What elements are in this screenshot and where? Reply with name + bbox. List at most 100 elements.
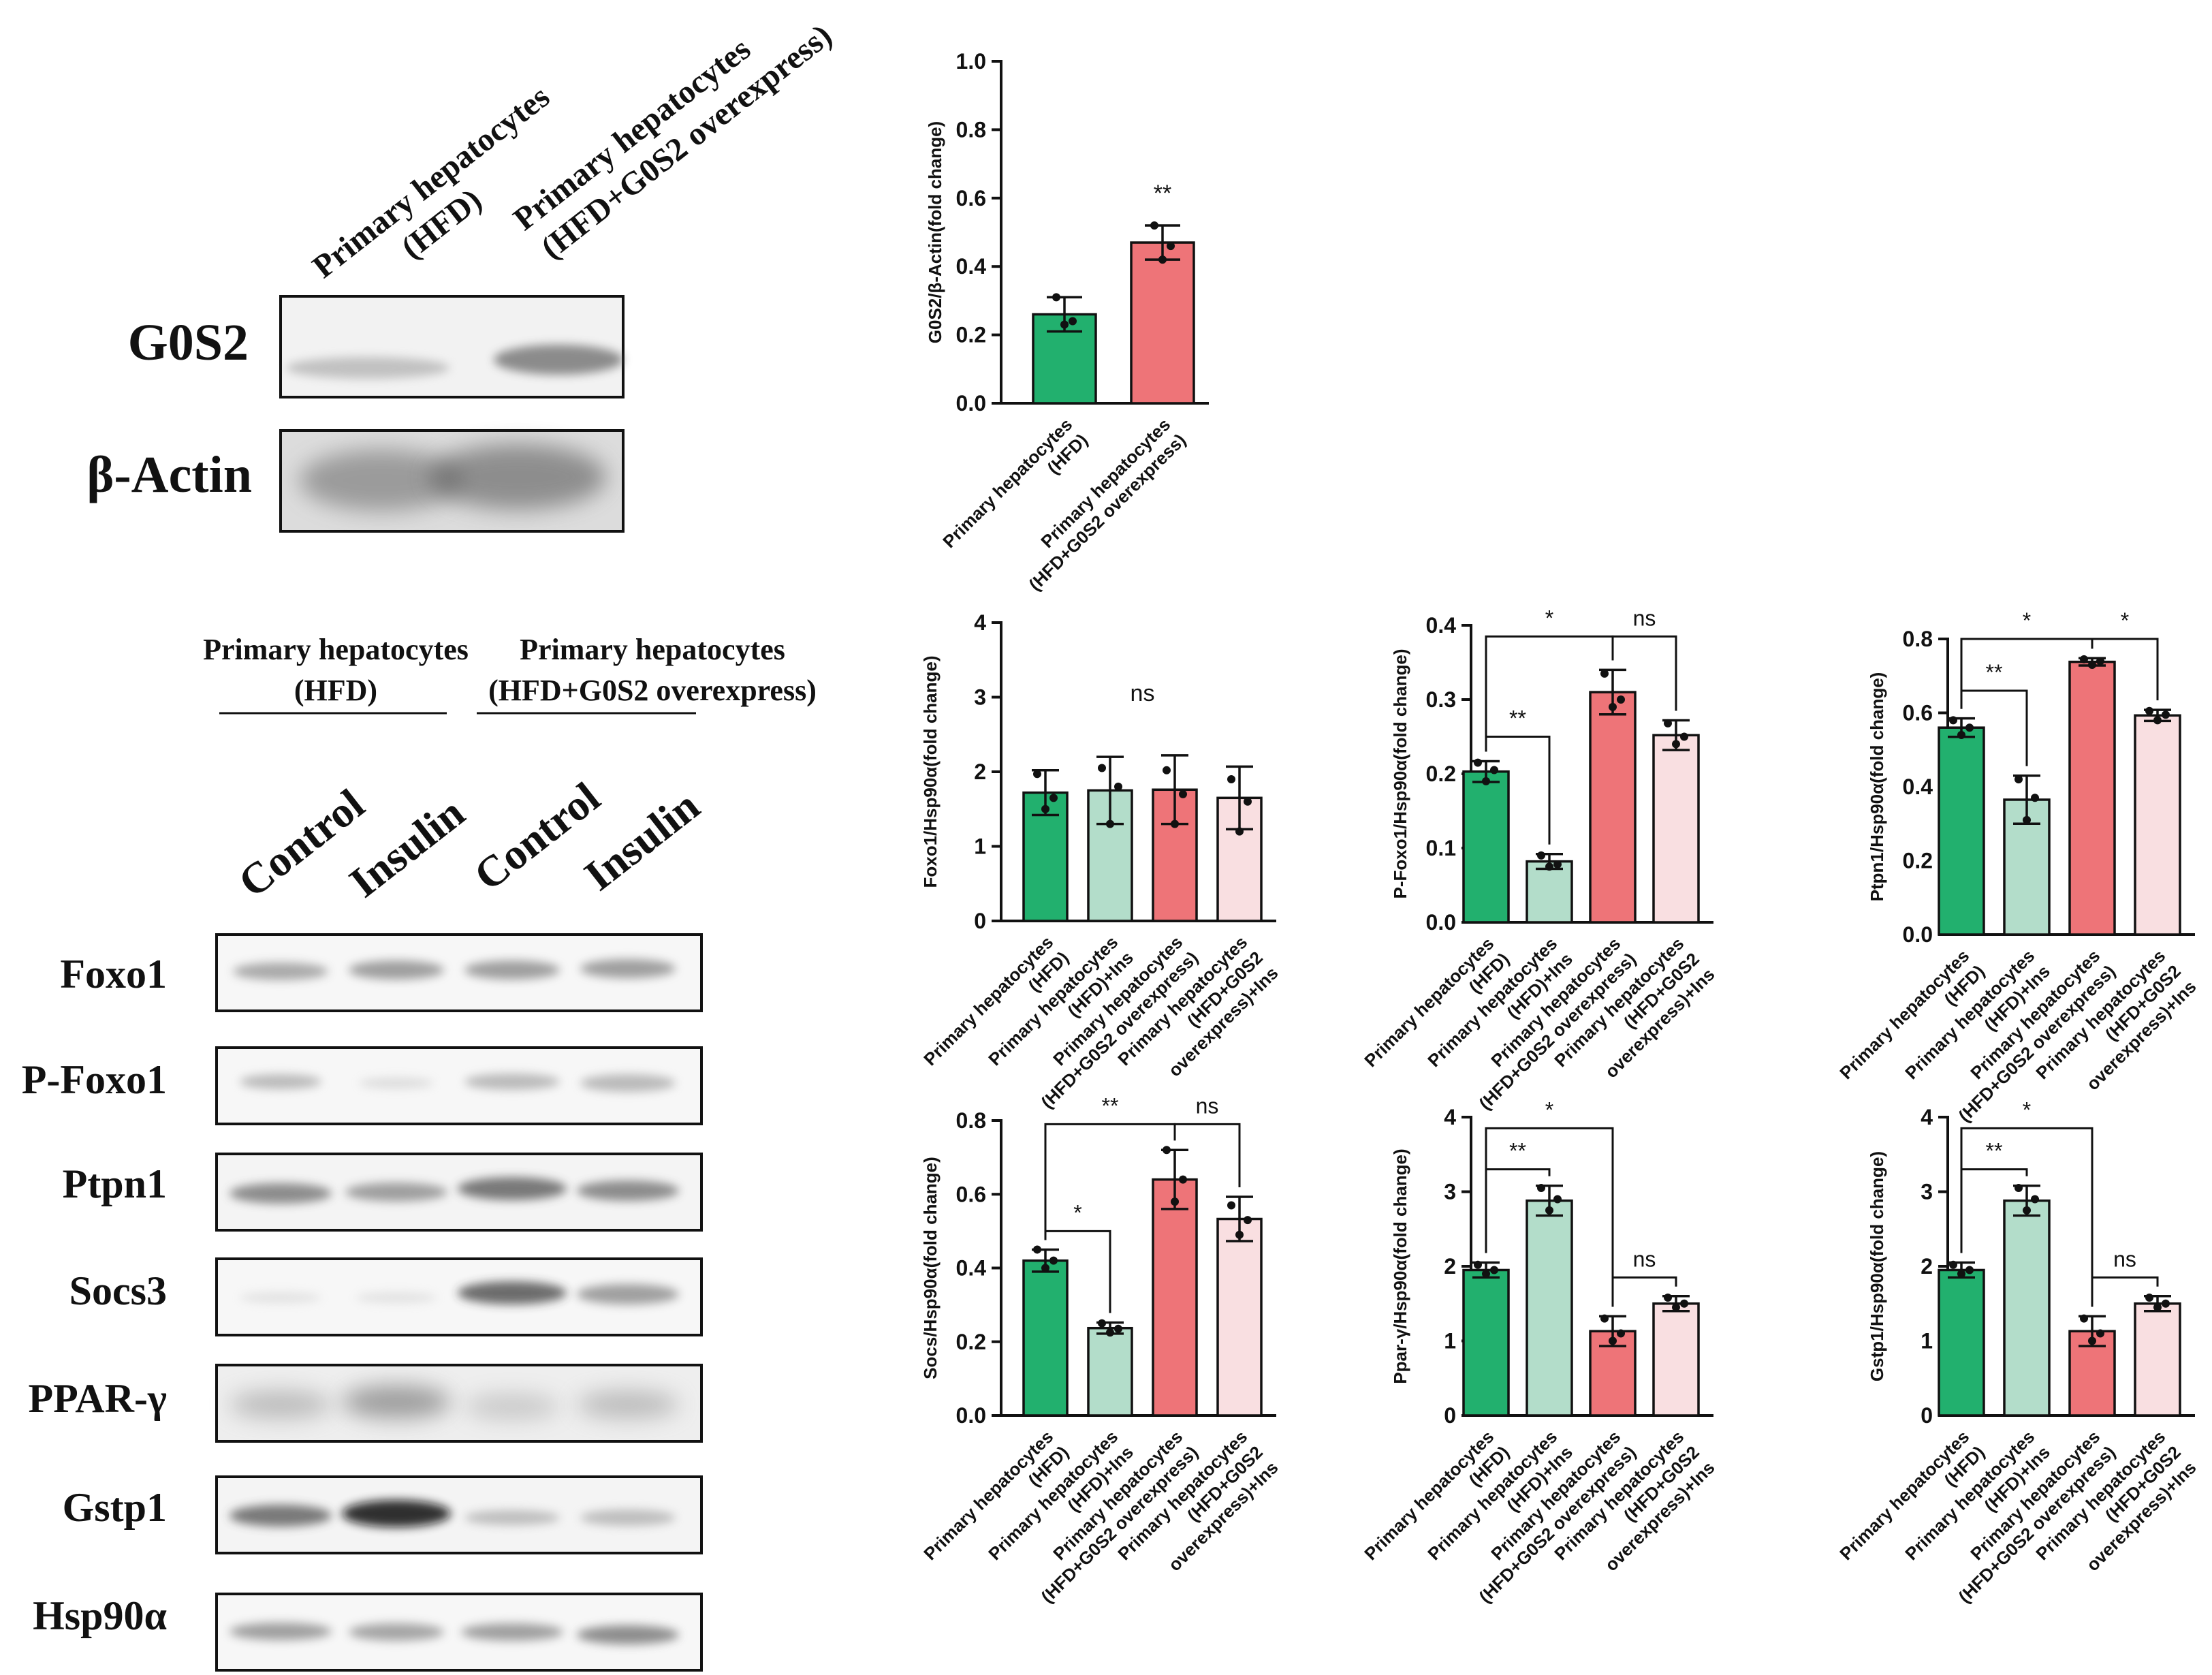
y-tick-label: 0.2 — [956, 1330, 986, 1354]
data-point — [1600, 669, 1609, 678]
y-axis-label: Socs/Hsp90α(fold change) — [920, 1157, 941, 1379]
x-category-label-line: Primary hepatocytes — [1835, 1426, 1973, 1564]
bar — [1152, 1178, 1198, 1417]
data-point — [1474, 1260, 1482, 1269]
data-point — [1537, 1184, 1545, 1193]
bottom-blot-group-1-line2: (HFD) — [294, 674, 377, 707]
data-point — [2088, 1336, 2096, 1345]
bar — [1526, 860, 1573, 924]
data-point — [1106, 1328, 1114, 1337]
significance-label: ** — [1102, 1093, 1119, 1118]
data-point — [1609, 702, 1617, 711]
y-axis-label: Ppar-γ/Hsp90α(fold change) — [1390, 1148, 1410, 1383]
blot-strip-hsp90a — [215, 1593, 703, 1672]
y-tick-label: 0.8 — [1903, 627, 1933, 651]
data-point — [1609, 1336, 1617, 1345]
data-point — [1965, 1266, 1974, 1274]
data-point — [2145, 1293, 2153, 1302]
blot-strip-socs3 — [215, 1257, 703, 1336]
blot-label-g0s2: G0S2 — [128, 314, 249, 371]
y-tick-label: 0.0 — [956, 391, 986, 416]
data-point — [1060, 320, 1069, 329]
data-point — [1041, 1264, 1049, 1272]
data-point — [1114, 1324, 1122, 1333]
bar-chart-2: 0 1 2 3 4 Foxo1/Hsp90α(fold change) Primary he… — [919, 610, 1282, 1112]
bar-chart-4: 0.0 0.2 0.4 0.6 0.8 Ptpn1/Hsp90α(fold change)… — [1835, 608, 2200, 1126]
data-point — [1482, 1269, 1490, 1278]
y-tick-label: 4 — [1921, 1105, 1933, 1129]
blot-strip-p-foxo1 — [215, 1046, 703, 1125]
data-point — [1114, 782, 1122, 791]
data-point — [1957, 1269, 1965, 1278]
data-point — [2162, 1299, 2170, 1308]
y-tick-label: 0.0 — [956, 1403, 986, 1428]
bar — [1589, 691, 1637, 924]
significance-label: ns — [1633, 606, 1656, 630]
bar — [2068, 660, 2116, 936]
data-point — [1041, 804, 1049, 813]
y-tick-label: 0.4 — [956, 254, 987, 279]
significance-label: * — [2121, 608, 2129, 633]
blot-label-p-foxo1: P-Foxo1 — [22, 1057, 167, 1102]
data-point — [1098, 1319, 1106, 1328]
y-tick-label: 0.4 — [1426, 613, 1457, 638]
bottom-blot-group-2-line2: (HFD+G0S2 overexpress) — [488, 674, 817, 707]
y-tick-label: 1.0 — [956, 49, 986, 74]
data-point — [1235, 827, 1244, 836]
y-tick-label: 0.0 — [1426, 910, 1456, 935]
significance-label: ** — [1986, 660, 2003, 685]
data-point — [1244, 797, 1252, 806]
data-point — [1106, 819, 1114, 828]
data-point — [2080, 655, 2088, 663]
data-point — [1033, 770, 1041, 779]
significance-bracket — [2091, 638, 2159, 701]
significance-label: ns — [1633, 1247, 1656, 1271]
blot-strip-gstp1 — [215, 1475, 703, 1554]
data-point — [1664, 719, 1672, 727]
x-category-label-line: Primary hepatocytes — [919, 932, 1057, 1069]
y-tick-label: 0.2 — [956, 323, 986, 347]
data-point — [2145, 706, 2153, 715]
significance-label: * — [2023, 608, 2031, 633]
significance-label: ** — [1986, 1139, 2003, 1163]
significance-bracket — [1611, 1276, 1677, 1307]
data-point — [1069, 317, 1077, 326]
bar — [1216, 1217, 1263, 1417]
data-point — [1490, 766, 1498, 774]
x-category-label-line: Primary hepatocytes — [1835, 945, 1973, 1083]
data-point — [1957, 731, 1965, 740]
blot-label-hsp90a: Hsp90α — [33, 1593, 167, 1638]
bar — [1526, 1199, 1573, 1417]
bar-chart-7: 0 1 2 3 4 Gstp1/Hsp90α(fold change) Primary he… — [1835, 1097, 2200, 1607]
data-point — [2023, 1206, 2031, 1215]
y-tick-label: 0.8 — [956, 117, 986, 142]
significance-label: ** — [1509, 1139, 1526, 1163]
bar — [1462, 1268, 1510, 1417]
data-point — [1098, 764, 1106, 772]
significance-label: ** — [1509, 706, 1526, 731]
y-axis-label: Ptpn1/Hsp90α(fold change) — [1867, 672, 1887, 902]
significance-bracket — [1173, 1123, 1241, 1188]
data-point — [1680, 1299, 1688, 1308]
bar — [1938, 1268, 1985, 1417]
y-axis-label: G0S2/β-Actin(fold change) — [925, 121, 945, 343]
data-point — [1235, 1230, 1244, 1239]
bar-chart-5: 0.0 0.2 0.4 0.6 0.8 Socs/Hsp90α(fold change) P… — [919, 1093, 1282, 1607]
data-point — [1553, 860, 1562, 868]
data-point — [1474, 758, 1482, 767]
blot-label-ptpn1: Ptpn1 — [63, 1161, 167, 1206]
y-tick-label: 1 — [974, 834, 986, 859]
significance-label: ** — [1154, 181, 1171, 206]
y-tick-label: 1 — [1921, 1329, 1933, 1353]
data-point — [1680, 732, 1688, 741]
data-point — [1664, 1293, 1672, 1302]
y-tick-label: 0.2 — [1903, 849, 1933, 873]
data-point — [1490, 1266, 1498, 1274]
y-tick-label: 0.6 — [956, 186, 986, 210]
x-category-label-line: Primary hepatocytes — [919, 1426, 1057, 1564]
y-tick-label: 0.2 — [1426, 762, 1456, 786]
blot-label-beta-actin: β-Actin — [86, 446, 252, 503]
bottom-blot-group-1-line1: Primary hepatocytes — [203, 633, 469, 666]
